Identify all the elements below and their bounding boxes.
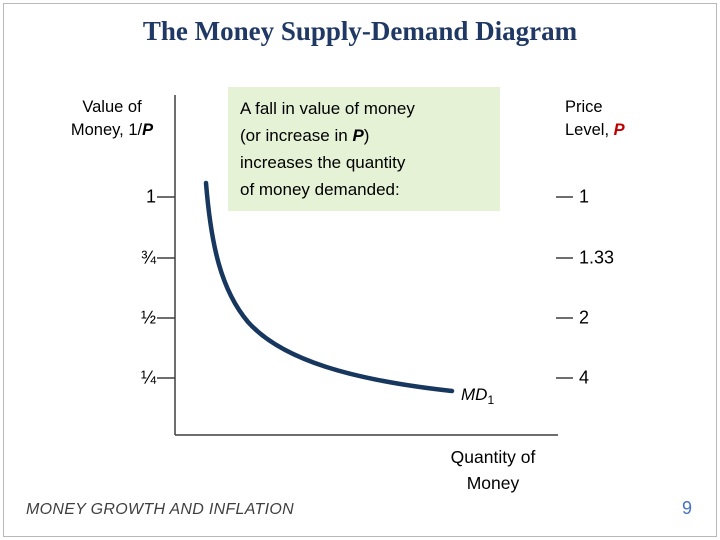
callout-line4: of money demanded: <box>240 180 400 199</box>
callout-line2: (or increase in P) <box>240 122 488 149</box>
page-number: 9 <box>682 498 693 518</box>
callout-line1: A fall in value of money <box>240 99 415 118</box>
left-tick-label-1-2: ½ <box>140 307 156 328</box>
right-tick-label-4: 4 <box>579 367 590 388</box>
left-axis-label-line2: Money, 1/ <box>70 121 143 139</box>
right-tick-label-1-33: 1.33 <box>579 247 615 268</box>
left-axis-var-P: P <box>142 121 154 139</box>
curve-label-MD1: MD1 <box>461 385 495 407</box>
left-tick-label-3-4: ¾ <box>140 247 156 268</box>
callout-var-P: P <box>352 126 364 145</box>
x-axis-label: Quantity of Money <box>450 447 536 493</box>
callout-line2-prefix: (or increase in <box>240 126 353 145</box>
left-axis-label-line1: Value of <box>82 98 142 116</box>
left-tick-label-1-4: ¼ <box>140 367 156 388</box>
left-axis-label: Value of Money, 1/P <box>36 96 188 142</box>
right-tick-label-1: 1 <box>579 186 590 207</box>
callout-line3: increases the quantity <box>240 153 406 172</box>
right-axis-label-line2: Level, <box>565 121 614 139</box>
slide-title: The Money Supply-Demand Diagram <box>142 16 578 46</box>
curve-label-text: MD <box>461 385 488 404</box>
left-tick-label-1: 1 <box>145 186 156 207</box>
curve-label-subscript: 1 <box>487 393 495 407</box>
footer-chapter-title: MONEY GROWTH AND INFLATION <box>26 501 294 518</box>
right-tick-label-2: 2 <box>579 307 590 328</box>
callout-box: A fall in value of money (or increase in… <box>228 87 500 211</box>
money-demand-curve <box>203 180 455 394</box>
callout-line2-suffix: ) <box>363 126 370 145</box>
right-axis-label: Price Level, P <box>565 96 685 142</box>
right-axis-label-line1: Price <box>565 98 603 116</box>
right-axis-var-P: P <box>613 121 625 139</box>
